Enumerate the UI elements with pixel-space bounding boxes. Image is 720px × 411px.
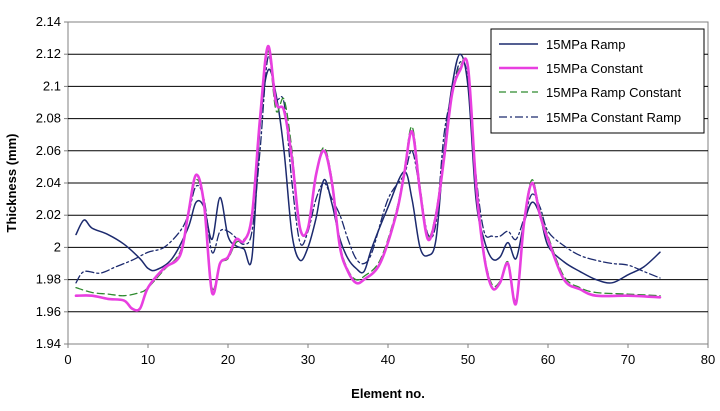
- y-tick-label: 2.02: [36, 207, 61, 222]
- x-axis-title: Element no.: [351, 386, 425, 401]
- legend-label: 15MPa Ramp Constant: [546, 85, 682, 100]
- y-tick-label: 2.08: [36, 111, 61, 126]
- x-tick-label: 50: [461, 352, 475, 367]
- x-tick-label: 60: [541, 352, 555, 367]
- series-line-1: [74, 44, 662, 312]
- series-layer: [74, 44, 662, 312]
- legend-label: 15MPa Ramp: [546, 37, 625, 52]
- legend-box: [490, 28, 705, 134]
- y-tick-label: 2.06: [36, 143, 61, 158]
- x-tick-label: 10: [141, 352, 155, 367]
- y-tick-label: 2.04: [36, 175, 61, 190]
- x-axis-ticks: 0 10 20 30 40 50 60 70 80: [64, 344, 715, 367]
- y-axis-title: Thickness (mm): [4, 134, 19, 233]
- y-tick-label: 2.14: [36, 14, 61, 29]
- x-tick-label: 70: [621, 352, 635, 367]
- y-tick-label: 1.98: [36, 272, 61, 287]
- legend-label: 15MPa Constant Ramp: [546, 110, 681, 125]
- y-tick-label: 1.96: [36, 304, 61, 319]
- y-tick-label: 2.12: [36, 46, 61, 61]
- x-tick-label: 30: [301, 352, 315, 367]
- x-tick-label: 20: [221, 352, 235, 367]
- y-tick-label: 2.1: [43, 78, 61, 93]
- y-axis-ticks: 1.94 1.96 1.98 2 2.02 2.04 2.06 2.08 2.1 2.12 2.14: [36, 14, 68, 351]
- legend-label: 15MPa Constant: [546, 61, 643, 76]
- legend: 15MPa Ramp 15MPa Constant 15MPa Ramp Const…: [490, 28, 705, 134]
- y-tick-label: 1.94: [36, 336, 61, 351]
- y-tick-label: 2: [54, 239, 61, 254]
- x-tick-label: 40: [381, 352, 395, 367]
- x-tick-label: 0: [64, 352, 71, 367]
- x-tick-label: 80: [701, 352, 715, 367]
